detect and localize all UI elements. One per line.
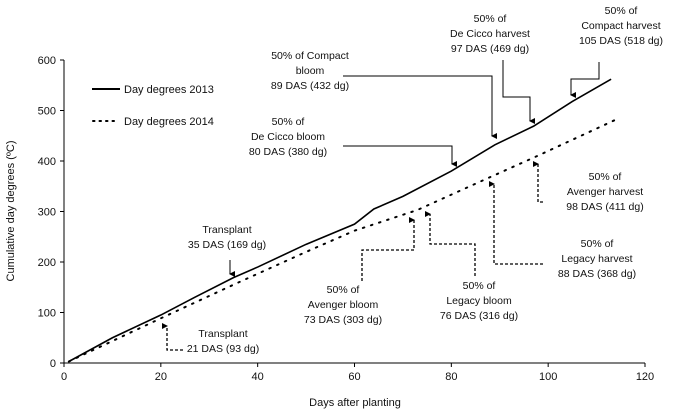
legend-label-2014: Day degrees 2014 [124, 116, 214, 128]
annotation-line: Avenger bloom [308, 299, 379, 311]
y-axis-label: Cumulative day degrees (ºC) [5, 141, 17, 282]
annotation-leaders [162, 60, 600, 351]
annotation-line: 50% of [605, 5, 638, 17]
leader-compact-bloom [343, 75, 497, 139]
annotation-line: 21 DAS (93 dg) [187, 343, 259, 355]
annotation-transplant-2013: Transplant 35 DAS (169 dg) [188, 224, 266, 251]
y-tick-label: 500 [38, 106, 56, 118]
annotation-line: 80 DAS (380 dg) [249, 146, 327, 158]
leader-transplant-2014 [162, 323, 183, 351]
annotation-transplant-2014: Transplant 21 DAS (93 dg) [187, 328, 259, 355]
leader-decicco-bloom [343, 145, 457, 167]
annotation-line: 50% of [272, 116, 305, 128]
leader-decicco-harvest [502, 60, 535, 124]
annotation-decicco-harvest: 50% of De Cicco harvest 97 DAS (469 dg) [450, 13, 530, 55]
annotation-decicco-bloom: 50% of De Cicco bloom 80 DAS (380 dg) [249, 116, 327, 158]
x-tick-label: 0 [61, 371, 67, 383]
leader-legacy-bloom [425, 211, 476, 276]
annotation-line: Avenger harvest [567, 186, 643, 198]
x-tick-label: 80 [445, 371, 457, 383]
annotation-compact-bloom: 50% of Compact bloom 89 DAS (432 dg) [271, 50, 349, 92]
axes: 0 20 40 60 80 100 120 0 100 200 300 400 500 600 [38, 55, 655, 383]
series-line-day-degrees-2014 [67, 118, 617, 363]
annotation-legacy-bloom: 50% of Legacy bloom 76 DAS (316 dg) [440, 280, 518, 322]
y-tick-label: 0 [50, 358, 56, 370]
annotation-line: 35 DAS (169 dg) [188, 239, 266, 251]
annotation-line: De Cicco bloom [251, 131, 325, 143]
annotation-line: 89 DAS (432 dg) [271, 80, 349, 92]
annotation-line: Legacy harvest [561, 253, 632, 265]
annotation-line: 50% of [589, 171, 622, 183]
x-tick-label: 60 [348, 371, 360, 383]
x-tick-label: 120 [636, 371, 654, 383]
leader-avenger-harvest [533, 161, 543, 203]
y-tick-label: 200 [38, 257, 56, 269]
annotation-line: De Cicco harvest [450, 28, 530, 40]
leader-legacy-harvest [489, 181, 543, 265]
series-group [67, 78, 617, 363]
x-tick-label: 40 [252, 371, 264, 383]
annotation-line: Transplant [198, 328, 247, 340]
annotation-line: 73 DAS (303 dg) [304, 314, 382, 326]
annotation-line: 97 DAS (469 dg) [451, 43, 529, 55]
annotation-line: 105 DAS (518 dg) [579, 35, 663, 47]
annotation-line: 50% of [474, 13, 507, 25]
annotation-line: 50% of Compact [271, 50, 349, 62]
annotation-line: 50% of [581, 238, 614, 250]
y-tick-label: 600 [38, 55, 56, 67]
legend: Day degrees 2013 Day degrees 2014 [92, 84, 214, 128]
annotation-line: Transplant [202, 224, 251, 236]
y-tick-label: 300 [38, 207, 56, 219]
annotation-line: 50% of [463, 280, 496, 292]
x-tick-label: 20 [155, 371, 167, 383]
annotation-line: 88 DAS (368 dg) [558, 268, 636, 280]
annotation-line: Legacy bloom [446, 295, 512, 307]
annotation-line: Compact harvest [581, 20, 660, 32]
series-line-day-degrees-2013 [68, 78, 612, 363]
leader-compact-harvest [570, 62, 600, 98]
y-tick-label: 100 [38, 308, 56, 320]
annotation-line: bloom [296, 65, 325, 77]
legend-label-2013: Day degrees 2013 [124, 84, 214, 96]
leader-avenger-bloom [361, 217, 415, 281]
y-tick-label: 400 [38, 156, 56, 168]
annotation-line: 98 DAS (411 dg) [566, 201, 643, 213]
annotation-compact-harvest: 50% of Compact harvest 105 DAS (518 dg) [579, 5, 663, 47]
annotation-avenger-bloom: 50% of Avenger bloom 73 DAS (303 dg) [304, 284, 382, 326]
annotation-line: 76 DAS (316 dg) [440, 310, 518, 322]
annotation-legacy-harvest: 50% of Legacy harvest 88 DAS (368 dg) [558, 238, 636, 280]
x-axis-label: Days after planting [309, 397, 401, 409]
annotation-line: 50% of [327, 284, 360, 296]
x-tick-label: 100 [539, 371, 557, 383]
annotation-avenger-harvest: 50% of Avenger harvest 98 DAS (411 dg) [566, 171, 643, 213]
